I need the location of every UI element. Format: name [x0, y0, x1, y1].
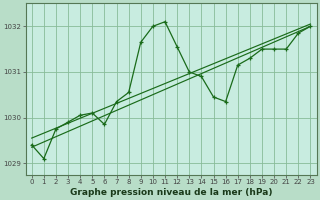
X-axis label: Graphe pression niveau de la mer (hPa): Graphe pression niveau de la mer (hPa) [70, 188, 272, 197]
